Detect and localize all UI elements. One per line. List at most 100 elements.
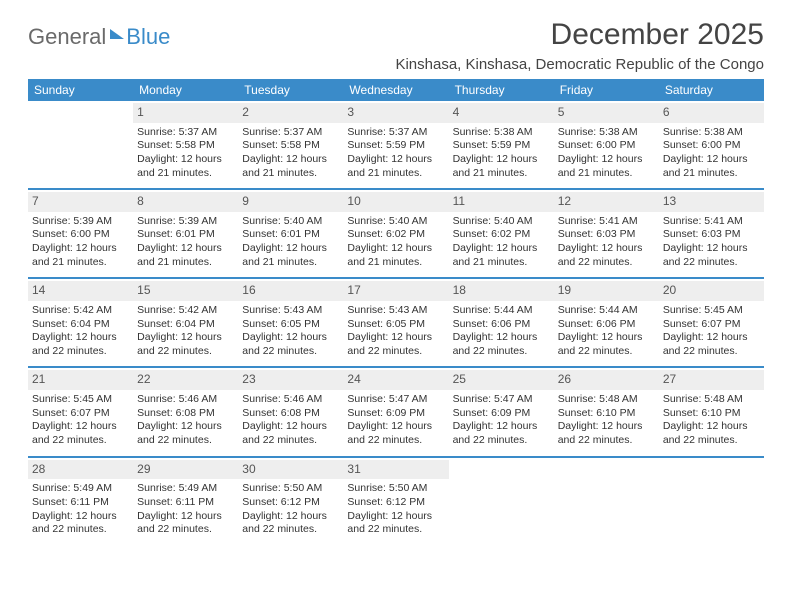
sunrise-line: Sunrise: 5:39 AM <box>137 215 234 229</box>
month-title: December 2025 <box>395 18 764 52</box>
calendar-day-cell: 27Sunrise: 5:48 AMSunset: 6:10 PMDayligh… <box>659 367 764 456</box>
logo-text-general: General <box>28 24 106 50</box>
daylight-line: Daylight: 12 hours and 21 minutes. <box>242 153 339 180</box>
calendar-day-cell: 9Sunrise: 5:40 AMSunset: 6:01 PMDaylight… <box>238 189 343 278</box>
sunrise-line: Sunrise: 5:42 AM <box>32 304 129 318</box>
sunset-line: Sunset: 6:09 PM <box>347 407 444 421</box>
sunset-line: Sunset: 6:12 PM <box>242 496 339 510</box>
daylight-line: Daylight: 12 hours and 22 minutes. <box>347 420 444 447</box>
sunrise-line: Sunrise: 5:48 AM <box>558 393 655 407</box>
daylight-line: Daylight: 12 hours and 22 minutes. <box>32 510 129 537</box>
day-number: 24 <box>343 370 448 390</box>
sunset-line: Sunset: 6:03 PM <box>663 228 760 242</box>
day-number: 14 <box>28 281 133 301</box>
calendar-day-cell: 16Sunrise: 5:43 AMSunset: 6:05 PMDayligh… <box>238 278 343 367</box>
sunset-line: Sunset: 6:03 PM <box>558 228 655 242</box>
sunset-line: Sunset: 6:01 PM <box>137 228 234 242</box>
location-text: Kinshasa, Kinshasa, Democratic Republic … <box>395 56 764 73</box>
calendar-day-cell <box>554 457 659 545</box>
sunrise-line: Sunrise: 5:40 AM <box>242 215 339 229</box>
daylight-line: Daylight: 12 hours and 21 minutes. <box>453 153 550 180</box>
calendar-week-row: 28Sunrise: 5:49 AMSunset: 6:11 PMDayligh… <box>28 457 764 545</box>
calendar-day-cell: 31Sunrise: 5:50 AMSunset: 6:12 PMDayligh… <box>343 457 448 545</box>
sunrise-line: Sunrise: 5:46 AM <box>242 393 339 407</box>
day-number: 25 <box>449 370 554 390</box>
calendar-day-cell: 10 Sunrise: 5:40 AMSunset: 6:02 PMDayligh… <box>343 189 448 278</box>
calendar-week-row: 7Sunrise: 5:39 AMSunset: 6:00 PMDaylight… <box>28 189 764 278</box>
sunrise-line: Sunrise: 5:43 AM <box>347 304 444 318</box>
daylight-line: Daylight: 12 hours and 22 minutes. <box>558 331 655 358</box>
sunset-line: Sunset: 6:06 PM <box>558 318 655 332</box>
daylight-line: Daylight: 12 hours and 22 minutes. <box>558 242 655 269</box>
day-number: 5 <box>554 103 659 123</box>
sunset-line: Sunset: 6:00 PM <box>663 139 760 153</box>
sunset-line: Sunset: 6:07 PM <box>663 318 760 332</box>
sunrise-line: Sunrise: 5:40 AM <box>347 215 444 229</box>
calendar-day-cell: 15Sunrise: 5:42 AMSunset: 6:04 PMDayligh… <box>133 278 238 367</box>
calendar-day-cell: 28Sunrise: 5:49 AMSunset: 6:11 PMDayligh… <box>28 457 133 545</box>
sunrise-line: Sunrise: 5:43 AM <box>242 304 339 318</box>
weekday-header: Sunday <box>28 79 133 101</box>
day-number: 22 <box>133 370 238 390</box>
calendar-day-cell: 8Sunrise: 5:39 AMSunset: 6:01 PMDaylight… <box>133 189 238 278</box>
weekday-header: Tuesday <box>238 79 343 101</box>
sunrise-line: Sunrise: 5:37 AM <box>347 126 444 140</box>
weekday-header: Friday <box>554 79 659 101</box>
day-number: 20 <box>659 281 764 301</box>
calendar-day-cell: 13Sunrise: 5:41 AMSunset: 6:03 PMDayligh… <box>659 189 764 278</box>
calendar-day-cell: 6Sunrise: 5:38 AMSunset: 6:00 PMDaylight… <box>659 101 764 189</box>
daylight-line: Daylight: 12 hours and 22 minutes. <box>347 331 444 358</box>
day-number: 13 <box>659 192 764 212</box>
day-number: 23 <box>238 370 343 390</box>
sunrise-line: Sunrise: 5:37 AM <box>137 126 234 140</box>
sunrise-line: Sunrise: 5:38 AM <box>663 126 760 140</box>
daylight-line: Daylight: 12 hours and 21 minutes. <box>32 242 129 269</box>
day-number: 15 <box>133 281 238 301</box>
sunrise-line: Sunrise: 5:39 AM <box>32 215 129 229</box>
sunset-line: Sunset: 5:58 PM <box>242 139 339 153</box>
sunset-line: Sunset: 6:01 PM <box>242 228 339 242</box>
calendar-day-cell <box>449 457 554 545</box>
calendar-day-cell: 30Sunrise: 5:50 AMSunset: 6:12 PMDayligh… <box>238 457 343 545</box>
sunrise-line: Sunrise: 5:45 AM <box>32 393 129 407</box>
sunset-line: Sunset: 6:12 PM <box>347 496 444 510</box>
sunset-line: Sunset: 6:11 PM <box>32 496 129 510</box>
calendar-week-row: 21Sunrise: 5:45 AMSunset: 6:07 PMDayligh… <box>28 367 764 456</box>
logo-triangle-icon <box>110 29 124 39</box>
daylight-line: Daylight: 12 hours and 21 minutes. <box>242 242 339 269</box>
sunrise-line: Sunrise: 5:50 AM <box>242 482 339 496</box>
calendar-day-cell: 14Sunrise: 5:42 AMSunset: 6:04 PMDayligh… <box>28 278 133 367</box>
daylight-line: Daylight: 12 hours and 21 minutes. <box>453 242 550 269</box>
daylight-line: Daylight: 12 hours and 22 minutes. <box>137 420 234 447</box>
calendar-day-cell: 4Sunrise: 5:38 AMSunset: 5:59 PMDaylight… <box>449 101 554 189</box>
sunrise-line: Sunrise: 5:37 AM <box>242 126 339 140</box>
calendar-day-cell: 20Sunrise: 5:45 AMSunset: 6:07 PMDayligh… <box>659 278 764 367</box>
day-number: 27 <box>659 370 764 390</box>
calendar-day-cell: 19Sunrise: 5:44 AMSunset: 6:06 PMDayligh… <box>554 278 659 367</box>
sunset-line: Sunset: 6:11 PM <box>137 496 234 510</box>
weekday-header-row: SundayMondayTuesdayWednesdayThursdayFrid… <box>28 79 764 101</box>
daylight-line: Daylight: 12 hours and 22 minutes. <box>347 510 444 537</box>
day-number: 17 <box>343 281 448 301</box>
day-number: 3 <box>343 103 448 123</box>
calendar-day-cell: 2Sunrise: 5:37 AMSunset: 5:58 PMDaylight… <box>238 101 343 189</box>
daylight-line: Daylight: 12 hours and 21 minutes. <box>137 153 234 180</box>
sunset-line: Sunset: 6:02 PM <box>347 228 444 242</box>
day-number: 12 <box>554 192 659 212</box>
daylight-line: Daylight: 12 hours and 22 minutes. <box>663 242 760 269</box>
weekday-header: Thursday <box>449 79 554 101</box>
daylight-line: Daylight: 12 hours and 22 minutes. <box>453 420 550 447</box>
sunrise-line: Sunrise: 5:49 AM <box>137 482 234 496</box>
daylight-line: Daylight: 12 hours and 22 minutes. <box>242 510 339 537</box>
sunset-line: Sunset: 5:58 PM <box>137 139 234 153</box>
weekday-header: Wednesday <box>343 79 448 101</box>
daylight-line: Daylight: 12 hours and 22 minutes. <box>242 331 339 358</box>
day-number: 10 <box>343 192 448 212</box>
daylight-line: Daylight: 12 hours and 21 minutes. <box>347 242 444 269</box>
daylight-line: Daylight: 12 hours and 22 minutes. <box>137 331 234 358</box>
calendar-day-cell: 5Sunrise: 5:38 AMSunset: 6:00 PMDaylight… <box>554 101 659 189</box>
sunrise-line: Sunrise: 5:38 AM <box>453 126 550 140</box>
day-number: 1 <box>133 103 238 123</box>
sunset-line: Sunset: 5:59 PM <box>453 139 550 153</box>
day-number: 18 <box>449 281 554 301</box>
